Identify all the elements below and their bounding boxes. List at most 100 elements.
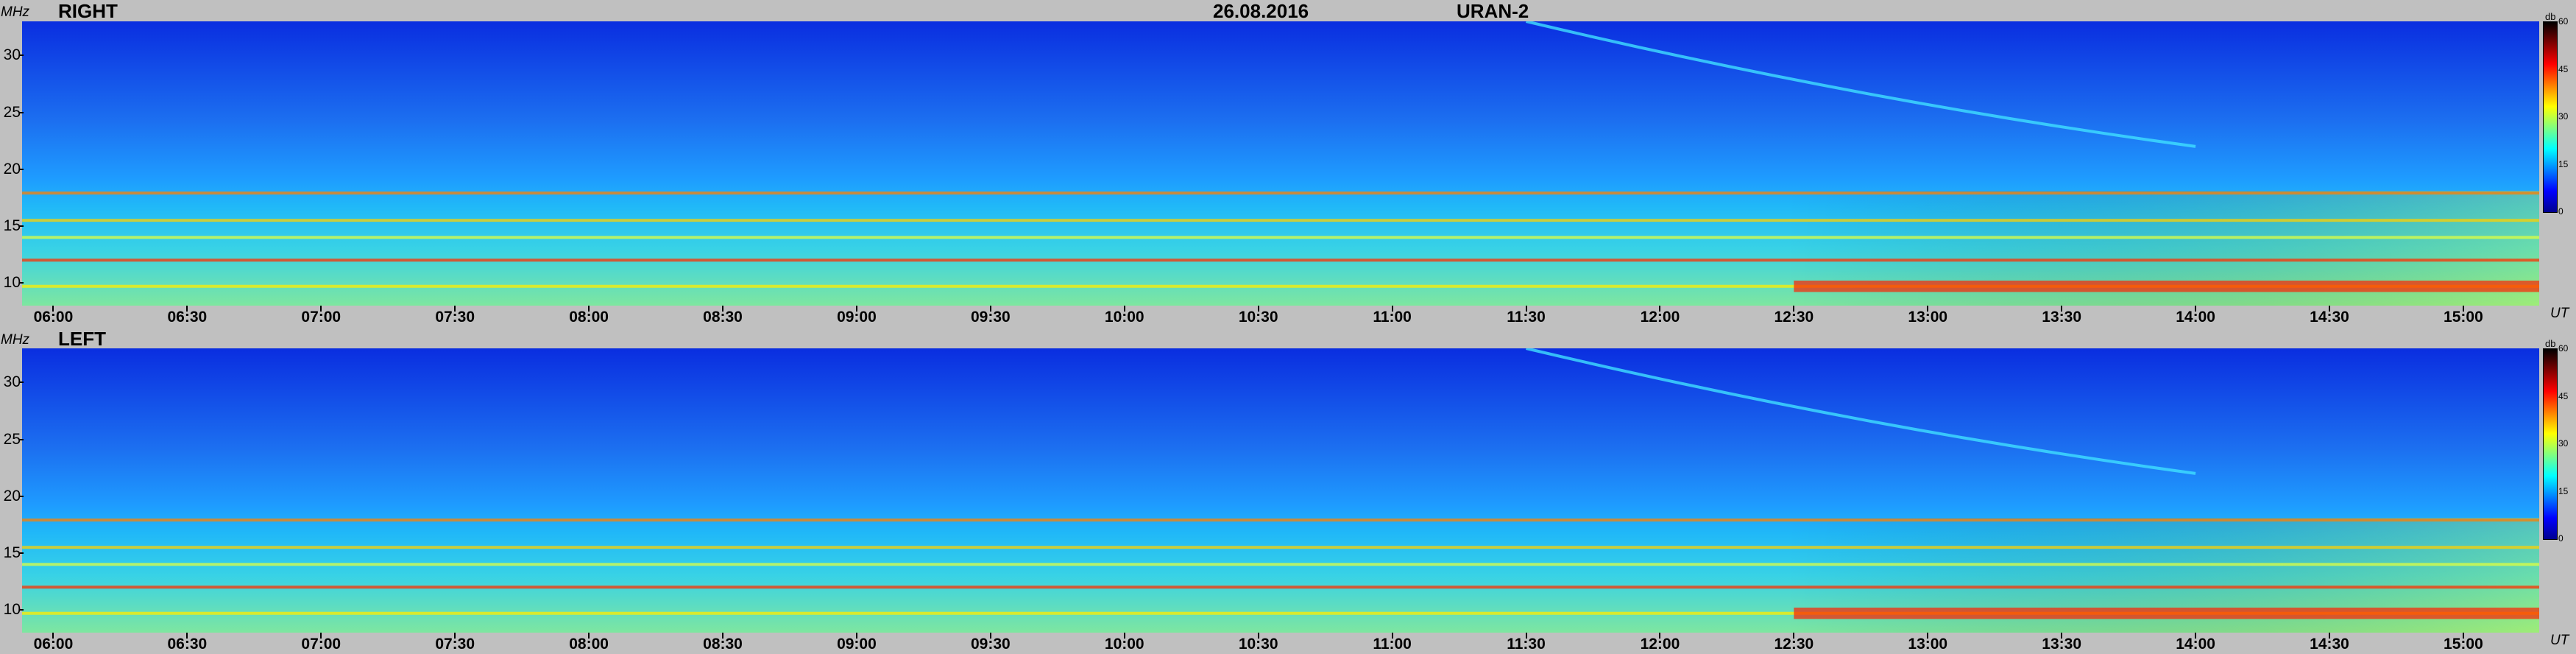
x-tick-mark: [1257, 306, 1259, 312]
x-tick-mark: [989, 633, 991, 639]
x-tick-label: 10:00: [1104, 636, 1144, 653]
colorbar-tick-label: 15: [2558, 158, 2569, 169]
x-tick-mark: [454, 306, 456, 312]
y-tick-label: 15: [3, 544, 21, 561]
y-tick-label: 20: [3, 160, 21, 177]
y-tick-mark: [19, 168, 24, 170]
y-tick-label: 30: [3, 46, 21, 64]
x-tick-mark: [52, 306, 54, 312]
x-tick-mark: [1927, 633, 1929, 639]
narrowband-line: [22, 586, 2539, 589]
date-label: 26.08.2016: [1213, 0, 1309, 22]
x-tick-label: 14:00: [2176, 636, 2215, 653]
x-tick-label: 11:30: [1507, 309, 1546, 326]
x-tick-mark: [1793, 633, 1795, 639]
x-tick-mark: [2061, 633, 2063, 639]
narrowband-line: [22, 219, 2539, 222]
y-tick-label: 10: [3, 274, 21, 292]
narrowband-line: [22, 611, 2539, 615]
y-tick-mark: [19, 609, 24, 611]
x-tick-mark: [52, 633, 54, 639]
x-tick-mark: [989, 306, 991, 312]
x-tick-mark: [320, 633, 322, 639]
x-tick-mark: [2061, 306, 2063, 312]
x-unit-label-right: UT: [2550, 306, 2569, 321]
colorbar-tick-label: 45: [2558, 390, 2569, 401]
y-unit-label-left: MHz: [1, 332, 30, 348]
x-tick-label: 06:00: [33, 636, 74, 653]
x-tick-mark: [2462, 633, 2464, 639]
x-tick-label: 07:00: [301, 636, 342, 653]
x-tick-label: 13:00: [1908, 636, 1948, 653]
x-tick-label: 13:00: [1908, 309, 1948, 326]
y-tick-mark: [19, 438, 24, 440]
narrowband-line: [22, 191, 2539, 195]
x-tick-label: 09:30: [970, 309, 1011, 326]
x-tick-label: 06:00: [33, 309, 74, 326]
y-tick-label: 15: [3, 217, 21, 234]
x-tick-label: 09:00: [837, 636, 877, 653]
x-tick-mark: [588, 306, 590, 312]
x-tick-label: 15:00: [2444, 309, 2483, 326]
y-tick-label: 25: [3, 430, 21, 448]
x-tick-label: 07:30: [435, 636, 475, 653]
colorbar-unit-label: db: [2545, 11, 2556, 22]
spectrogram-left: [22, 348, 2539, 633]
drifting-burst: [1526, 21, 2196, 148]
colorbar-tick-label: 0: [2558, 533, 2563, 544]
colorbar-tick-label: 60: [2558, 343, 2569, 354]
x-tick-mark: [2329, 633, 2330, 639]
x-tick-mark: [2462, 306, 2464, 312]
x-tick-label: 08:00: [569, 309, 609, 326]
x-tick-label: 10:30: [1238, 309, 1278, 326]
x-tick-mark: [588, 633, 590, 639]
y-tick-mark: [19, 382, 24, 384]
narrowband-line: [22, 236, 2539, 239]
x-tick-label: 14:30: [2310, 309, 2349, 326]
x-tick-mark: [454, 633, 456, 639]
y-tick-label: 30: [3, 373, 21, 391]
x-tick-label: 11:30: [1507, 636, 1546, 653]
y-tick-label: 25: [3, 103, 21, 121]
x-tick-label: 12:30: [1774, 636, 1814, 653]
x-tick-label: 06:30: [167, 309, 208, 326]
x-tick-label: 10:00: [1104, 309, 1144, 326]
x-tick-mark: [1659, 306, 1661, 312]
x-tick-mark: [722, 306, 724, 312]
x-tick-label: 13:30: [2042, 636, 2082, 653]
x-tick-mark: [1793, 306, 1795, 312]
x-tick-mark: [1257, 633, 1259, 639]
y-tick-label: 20: [3, 487, 21, 504]
x-tick-label: 14:30: [2310, 636, 2349, 653]
x-tick-mark: [722, 633, 724, 639]
colorbar: [2543, 21, 2558, 213]
x-tick-label: 06:30: [167, 636, 208, 653]
x-tick-label: 14:00: [2176, 309, 2215, 326]
x-tick-mark: [1525, 633, 1527, 639]
x-tick-label: 13:30: [2042, 309, 2082, 326]
x-tick-mark: [186, 306, 188, 312]
x-tick-label: 12:30: [1774, 309, 1814, 326]
narrowband-line: [22, 518, 2539, 522]
colorbar-unit-label: db: [2545, 338, 2556, 349]
narrowband-line: [22, 259, 2539, 262]
x-tick-mark: [1659, 633, 1661, 639]
x-unit-label-left: UT: [2550, 633, 2569, 648]
y-tick-mark: [19, 54, 24, 57]
x-tick-mark: [855, 633, 857, 639]
x-tick-mark: [2195, 633, 2197, 639]
high-intensity-band: [1794, 608, 2539, 619]
panel-title-left: LEFT: [58, 328, 106, 350]
x-tick-label: 08:30: [703, 636, 743, 653]
x-tick-label: 08:30: [703, 309, 743, 326]
y-tick-mark: [19, 225, 24, 227]
x-tick-mark: [2329, 306, 2330, 312]
x-tick-mark: [1123, 633, 1125, 639]
y-tick-mark: [19, 552, 24, 554]
narrowband-line: [22, 546, 2539, 549]
y-tick-label: 10: [3, 601, 21, 619]
x-tick-label: 10:30: [1238, 636, 1278, 653]
y-unit-label-right: MHz: [1, 4, 30, 20]
x-tick-label: 08:00: [569, 636, 609, 653]
x-tick-mark: [2195, 306, 2197, 312]
